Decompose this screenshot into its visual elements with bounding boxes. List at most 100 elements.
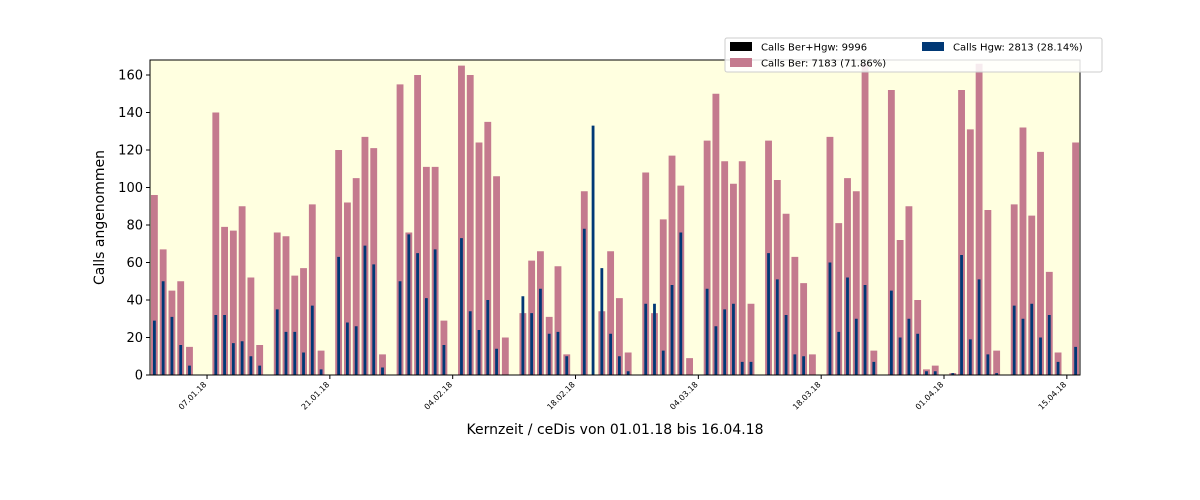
bar-hgw bbox=[670, 285, 674, 375]
bar-hgw bbox=[416, 253, 419, 375]
bar-hgw bbox=[925, 371, 928, 375]
bar-hgw bbox=[486, 300, 490, 375]
bar-hgw bbox=[363, 245, 367, 375]
bar-ber bbox=[607, 251, 615, 375]
bar-hgw bbox=[407, 234, 411, 375]
bar-hgw bbox=[539, 288, 542, 375]
bar-ber bbox=[721, 161, 729, 375]
bar-ber bbox=[703, 140, 711, 375]
bar-ber bbox=[686, 358, 693, 375]
bar-hgw bbox=[521, 296, 525, 375]
bar-ber bbox=[615, 298, 623, 375]
legend-swatch-hgw bbox=[922, 42, 944, 51]
bar-ber bbox=[256, 345, 264, 375]
bar-hgw bbox=[828, 262, 832, 375]
bar-hgw bbox=[740, 361, 744, 375]
bar-ber bbox=[1010, 204, 1018, 375]
bar-ber bbox=[896, 240, 904, 375]
bar-ber bbox=[852, 191, 860, 375]
bar-ber bbox=[186, 346, 193, 375]
y-tick-label: 60 bbox=[126, 256, 143, 271]
bar-hgw bbox=[661, 350, 665, 375]
x-tick-label: 15.04.18 bbox=[1037, 380, 1069, 412]
bar-ber bbox=[221, 226, 228, 375]
bar-ber bbox=[317, 350, 325, 375]
series-hgw-bars bbox=[152, 125, 1078, 375]
bar-ber bbox=[861, 63, 869, 375]
bar-hgw bbox=[258, 365, 262, 375]
bar-hgw bbox=[477, 330, 481, 375]
bar-hgw bbox=[767, 253, 770, 375]
bar-ber bbox=[844, 178, 851, 375]
y-tick-label: 40 bbox=[126, 294, 143, 309]
bar-hgw bbox=[600, 268, 604, 375]
bar-hgw bbox=[968, 339, 972, 375]
bar-hgw bbox=[863, 285, 867, 375]
bar-ber bbox=[993, 350, 1001, 375]
bar-ber bbox=[458, 65, 465, 375]
bar-ber bbox=[229, 230, 237, 375]
bar-hgw bbox=[793, 354, 797, 375]
bar-hgw bbox=[433, 249, 437, 375]
bar-hgw bbox=[337, 256, 341, 375]
legend-box bbox=[724, 37, 1103, 73]
bar-ber bbox=[352, 178, 360, 375]
bar-hgw bbox=[152, 320, 156, 375]
bar-hgw bbox=[732, 303, 735, 375]
bar-hgw bbox=[381, 367, 384, 375]
x-tick-label: 18.03.18 bbox=[791, 380, 823, 412]
bar-ber bbox=[800, 283, 808, 375]
bar-ber bbox=[238, 206, 246, 375]
x-tick-label: 01.04.18 bbox=[914, 380, 946, 412]
bar-ber bbox=[396, 84, 404, 375]
bar-hgw bbox=[223, 315, 226, 375]
bar-hgw bbox=[302, 352, 305, 375]
bar-ber bbox=[379, 354, 386, 375]
y-tick-label: 120 bbox=[118, 144, 143, 159]
bar-ber bbox=[300, 268, 307, 375]
bar-hgw bbox=[530, 313, 534, 375]
bar-hgw bbox=[679, 232, 683, 375]
bar-hgw bbox=[319, 369, 323, 375]
bar-ber bbox=[966, 129, 974, 375]
bar-hgw bbox=[179, 345, 183, 375]
y-tick-label: 20 bbox=[126, 331, 143, 346]
bar-ber bbox=[414, 75, 422, 375]
bar-hgw bbox=[565, 356, 569, 375]
bar-hgw bbox=[170, 316, 174, 375]
bar-ber bbox=[150, 195, 158, 375]
bar-ber bbox=[247, 277, 255, 375]
bar-hgw bbox=[591, 125, 595, 375]
bar-ber bbox=[668, 155, 676, 375]
bar-ber bbox=[1072, 142, 1080, 375]
x-tick-label: 21.01.18 bbox=[300, 380, 332, 412]
bar-ber bbox=[422, 166, 430, 375]
bar-ber bbox=[484, 121, 492, 375]
bar-ber bbox=[905, 206, 913, 375]
bar-hgw bbox=[916, 333, 920, 375]
bar-hgw bbox=[1012, 305, 1016, 375]
bar-ber bbox=[791, 256, 799, 375]
legend-swatch-ber bbox=[730, 58, 752, 67]
bar-ber bbox=[808, 354, 816, 375]
bar-hgw bbox=[1056, 361, 1060, 375]
bar-hgw bbox=[468, 311, 472, 375]
legend-label-ber: Calls Ber: 7183 (71.86%) bbox=[761, 59, 886, 70]
bar-hgw bbox=[749, 361, 753, 375]
bar-ber bbox=[273, 232, 281, 375]
bar-ber bbox=[712, 93, 720, 375]
plot-area bbox=[150, 60, 1080, 375]
bar-hgw bbox=[582, 228, 586, 375]
bar-hgw bbox=[1030, 303, 1034, 375]
bar-hgw bbox=[775, 279, 779, 375]
plot-frame bbox=[149, 59, 1081, 376]
bar-hgw bbox=[933, 371, 937, 375]
bar-hgw bbox=[556, 331, 560, 375]
bar-hgw bbox=[495, 348, 498, 375]
legend-label-hgw: Calls Hgw: 2813 (28.14%) bbox=[953, 43, 1083, 54]
bar-hgw bbox=[275, 309, 279, 375]
bar-ber bbox=[984, 210, 992, 375]
bar-hgw bbox=[977, 279, 981, 375]
y-tick-label: 100 bbox=[118, 181, 143, 196]
bar-hgw bbox=[784, 315, 788, 375]
